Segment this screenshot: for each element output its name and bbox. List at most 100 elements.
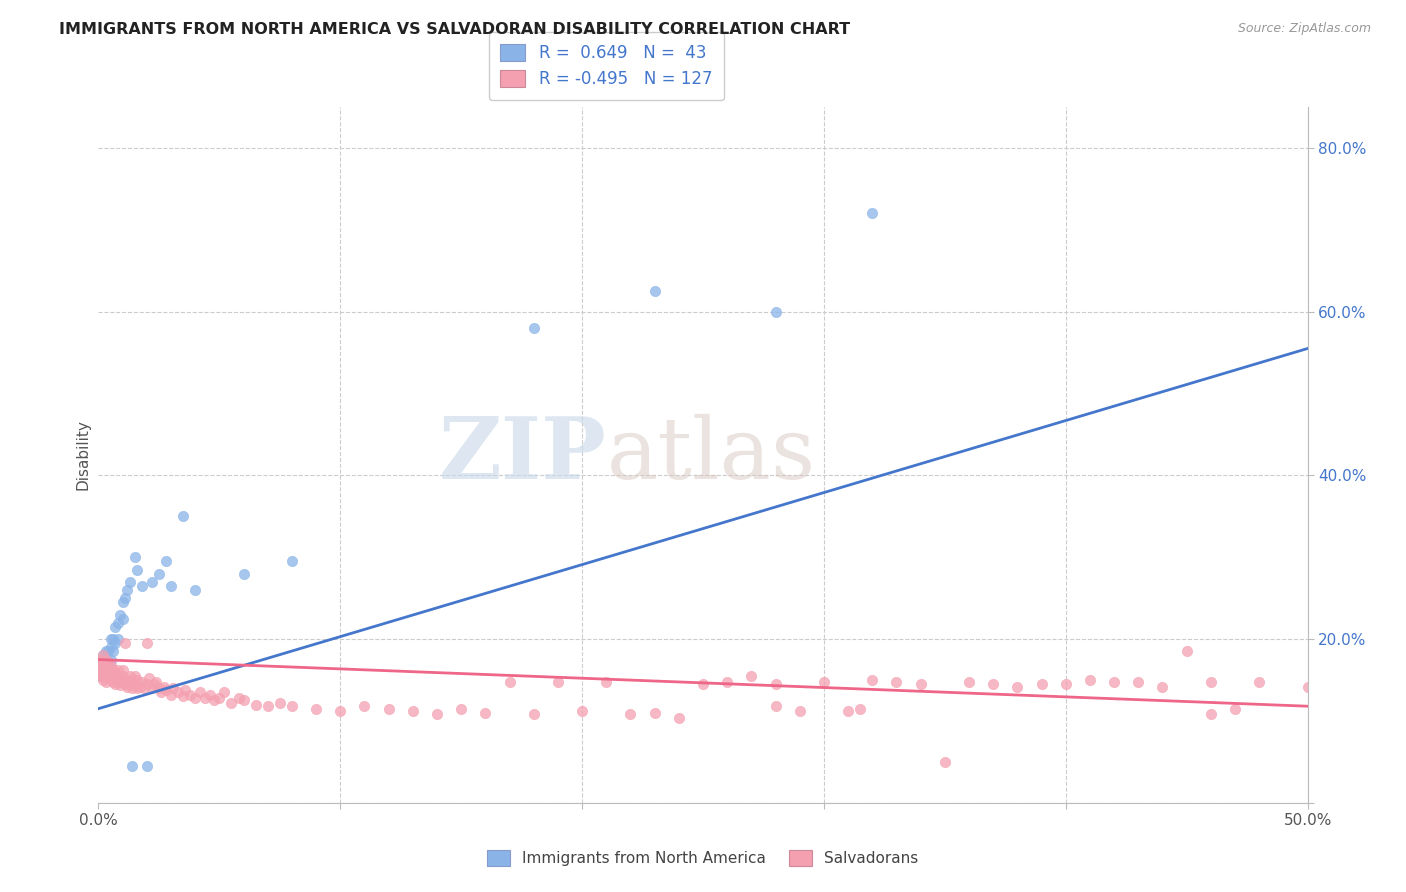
Point [1031,677,1053,691]
Point [1128,674,1150,689]
Point [100,632,122,646]
Point [108,607,131,622]
Point [228,691,250,706]
Text: Source: ZipAtlas.com: Source: ZipAtlas.com [1237,22,1371,36]
Point [860,206,883,220]
Point [124,550,146,565]
Point [1054,677,1077,691]
Point [100,669,122,683]
Text: IMMIGRANTS FROM NORTH AMERICA VS SALVADORAN DISABILITY CORRELATION CHART: IMMIGRANTS FROM NORTH AMERICA VS SALVADO… [59,22,851,37]
Point [90,661,112,675]
Point [172,509,194,524]
Point [281,554,304,568]
Point [692,677,714,691]
Point [1199,707,1222,722]
Point [107,674,129,689]
Point [1102,674,1125,689]
Point [94,661,117,675]
Point [1175,644,1198,658]
Point [104,620,127,634]
Point [269,696,291,710]
Point [172,690,194,704]
Point [668,711,690,725]
Point [101,663,124,677]
Point [90,665,112,679]
Point [101,674,124,689]
Point [101,632,124,646]
Point [281,699,304,714]
Point [1152,680,1174,694]
Point [143,677,166,691]
Point [90,652,112,666]
Point [595,674,617,689]
Point [114,677,136,691]
Point [765,699,787,714]
Point [91,673,114,687]
Point [765,304,787,318]
Point [124,677,146,691]
Point [145,674,167,689]
Point [204,692,226,706]
Point [101,670,124,684]
Point [94,661,117,675]
Point [91,648,114,663]
Point [232,693,254,707]
Point [131,579,153,593]
Point [108,678,131,692]
Point [184,582,207,597]
Point [135,636,157,650]
Point [167,685,190,699]
Point [134,681,156,696]
Point [208,691,231,706]
Point [100,658,122,673]
Point [644,706,666,720]
Point [91,657,114,671]
Point [523,321,546,335]
Point [860,673,883,687]
Point [118,677,141,691]
Legend: R =  0.649   N =  43, R = -0.495   N = 127: R = 0.649 N = 43, R = -0.495 N = 127 [489,32,724,100]
Point [179,688,201,702]
Point [90,661,112,675]
Point [117,680,139,694]
Point [152,680,174,694]
Point [174,682,197,697]
Point [111,612,134,626]
Point [474,706,496,720]
Point [117,582,139,597]
Point [107,632,129,646]
Point [765,677,787,691]
Point [212,685,235,699]
Point [128,680,150,694]
Point [107,615,129,630]
Point [97,666,120,681]
Point [498,674,520,689]
Point [94,644,117,658]
Point [135,677,157,691]
Point [94,665,117,679]
Point [1223,701,1246,715]
Point [141,681,163,696]
Point [547,674,569,689]
Point [232,566,254,581]
Point [1078,673,1101,687]
Point [450,701,472,715]
Point [104,672,127,686]
Point [571,704,593,718]
Point [111,663,134,677]
Point [127,673,149,687]
Point [114,591,136,606]
Point [523,707,546,722]
Point [100,663,122,677]
Point [104,665,127,679]
Point [94,652,117,666]
Point [97,657,120,671]
Point [138,672,160,686]
Point [619,707,641,722]
Point [1249,674,1271,689]
Point [813,674,835,689]
Point [97,672,120,686]
Point [934,755,956,769]
Point [97,662,120,676]
Point [148,566,170,581]
